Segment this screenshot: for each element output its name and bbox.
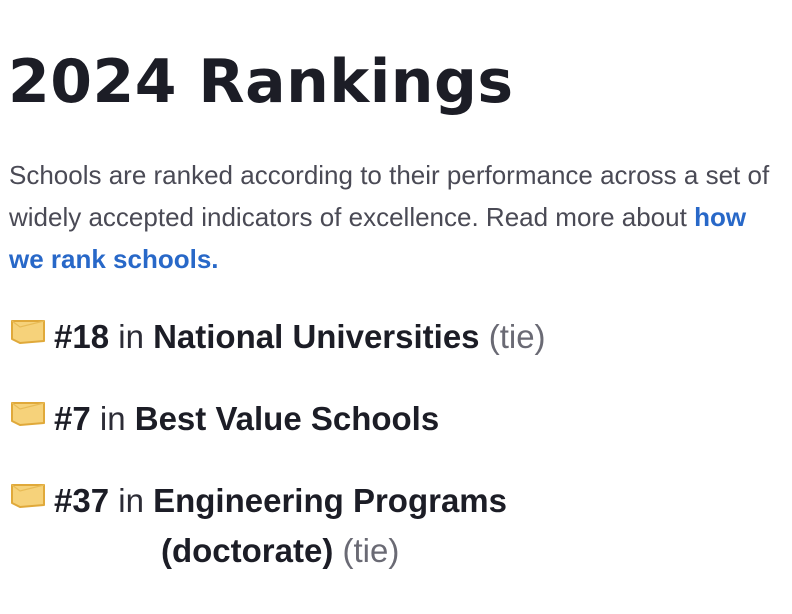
how-we-rank-link[interactable]: how we rank schools. [9,202,747,274]
page-title: 2024 Rankings [8,47,514,117]
rank-category[interactable]: Engineering Programs [153,482,508,519]
ranking-item: #18 in National Universities (tie) [10,312,710,368]
rank-in-label: in [118,482,144,519]
rank-tie-label: (tie) [342,532,400,569]
intro-text: Schools are ranked according to their pe… [9,154,779,280]
rank-tie-label: (tie) [488,318,546,355]
ribbon-badge-icon [11,484,45,508]
ribbon-badge-icon [11,402,45,426]
rank-number: #37 [54,482,110,519]
ranking-line: #37 in Engineering Programs [54,476,507,526]
rank-category-continued[interactable]: (doctorate) [161,532,334,569]
intro-body: Schools are ranked according to their pe… [9,160,770,232]
rank-in-label: in [99,400,126,437]
rank-in-label: in [118,318,144,355]
rank-number: #18 [54,318,110,355]
ranking-line: #7 in Best Value Schools [54,394,439,444]
rank-number: #7 [54,400,91,437]
rank-category[interactable]: National Universities [153,318,480,355]
rank-category[interactable]: Best Value Schools [134,400,440,437]
ranking-item: #7 in Best Value Schools [10,394,710,450]
ranking-line: #18 in National Universities (tie) [54,312,546,362]
ranking-line-continued: (doctorate) (tie) [161,526,399,576]
ranking-item: #37 in Engineering Programs (doctorate) … [10,476,710,580]
ribbon-badge-icon [11,320,45,344]
